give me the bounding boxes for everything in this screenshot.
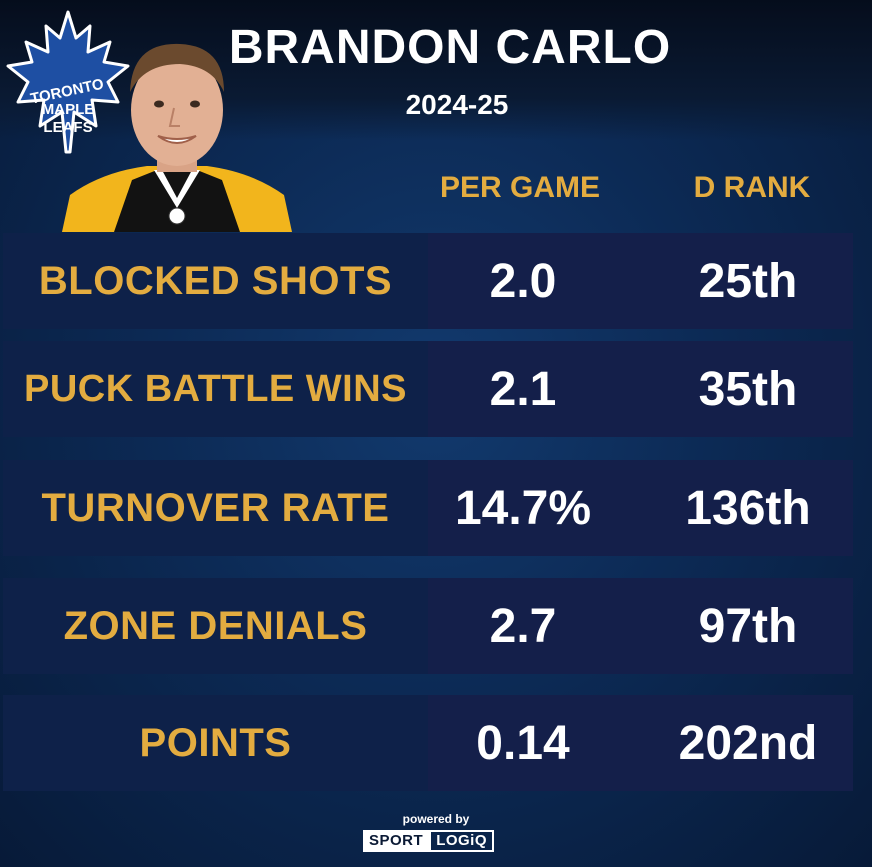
stat-rank: 35th (698, 362, 798, 416)
stat-per-game: 14.7% (454, 481, 592, 535)
logo-text-2: MAPLE (42, 101, 95, 118)
stat-per-game: 0.14 (476, 716, 570, 770)
stat-label: PUCK BATTLE WINS (3, 341, 428, 437)
stat-rank: 97th (698, 599, 798, 653)
stat-label: TURNOVER RATE (3, 460, 428, 556)
stat-row-turnover-rate: TURNOVER RATE 14.7% 136th (3, 460, 853, 556)
logo-text-3: LEAFS (43, 119, 92, 136)
brand-logiq: LOGiQ (429, 830, 495, 852)
stat-label: ZONE DENIALS (3, 578, 428, 674)
stat-per-game: 2.7 (489, 599, 557, 653)
maple-leafs-logo: TORONTO MAPLE LEAFS (6, 10, 130, 154)
stat-values: 2.0 25th (428, 233, 853, 329)
stat-label: POINTS (3, 695, 428, 791)
stat-rank: 202nd (678, 716, 818, 770)
stat-values: 2.7 97th (428, 578, 853, 674)
per-game-header: PER GAME (439, 171, 601, 204)
season-label: 2024-25 (405, 89, 509, 120)
stat-row-puck-battle-wins: PUCK BATTLE WINS 2.1 35th (3, 341, 853, 437)
brand-sport: SPORT (363, 830, 430, 852)
d-rank-header: D RANK (693, 171, 811, 204)
stat-label: BLOCKED SHOTS (3, 233, 428, 329)
stat-row-zone-denials: ZONE DENIALS 2.7 97th (3, 578, 853, 674)
stat-per-game: 2.1 (489, 362, 557, 416)
stat-values: 2.1 35th (428, 341, 853, 437)
stat-row-blocked-shots: BLOCKED SHOTS 2.0 25th (3, 233, 853, 329)
stat-rank: 25th (698, 254, 798, 308)
stat-rank: 136th (685, 481, 811, 535)
powered-by-text: powered by (402, 812, 470, 826)
stat-values: 14.7% 136th (428, 460, 853, 556)
stat-per-game: 2.0 (489, 254, 557, 308)
player-name: BRANDON CARLO (228, 21, 672, 74)
player-headshot (62, 43, 292, 232)
sportlogiq-logo: SPORT LOGiQ (363, 830, 495, 852)
stat-row-points: POINTS 0.14 202nd (3, 695, 853, 791)
stat-values: 0.14 202nd (428, 695, 853, 791)
